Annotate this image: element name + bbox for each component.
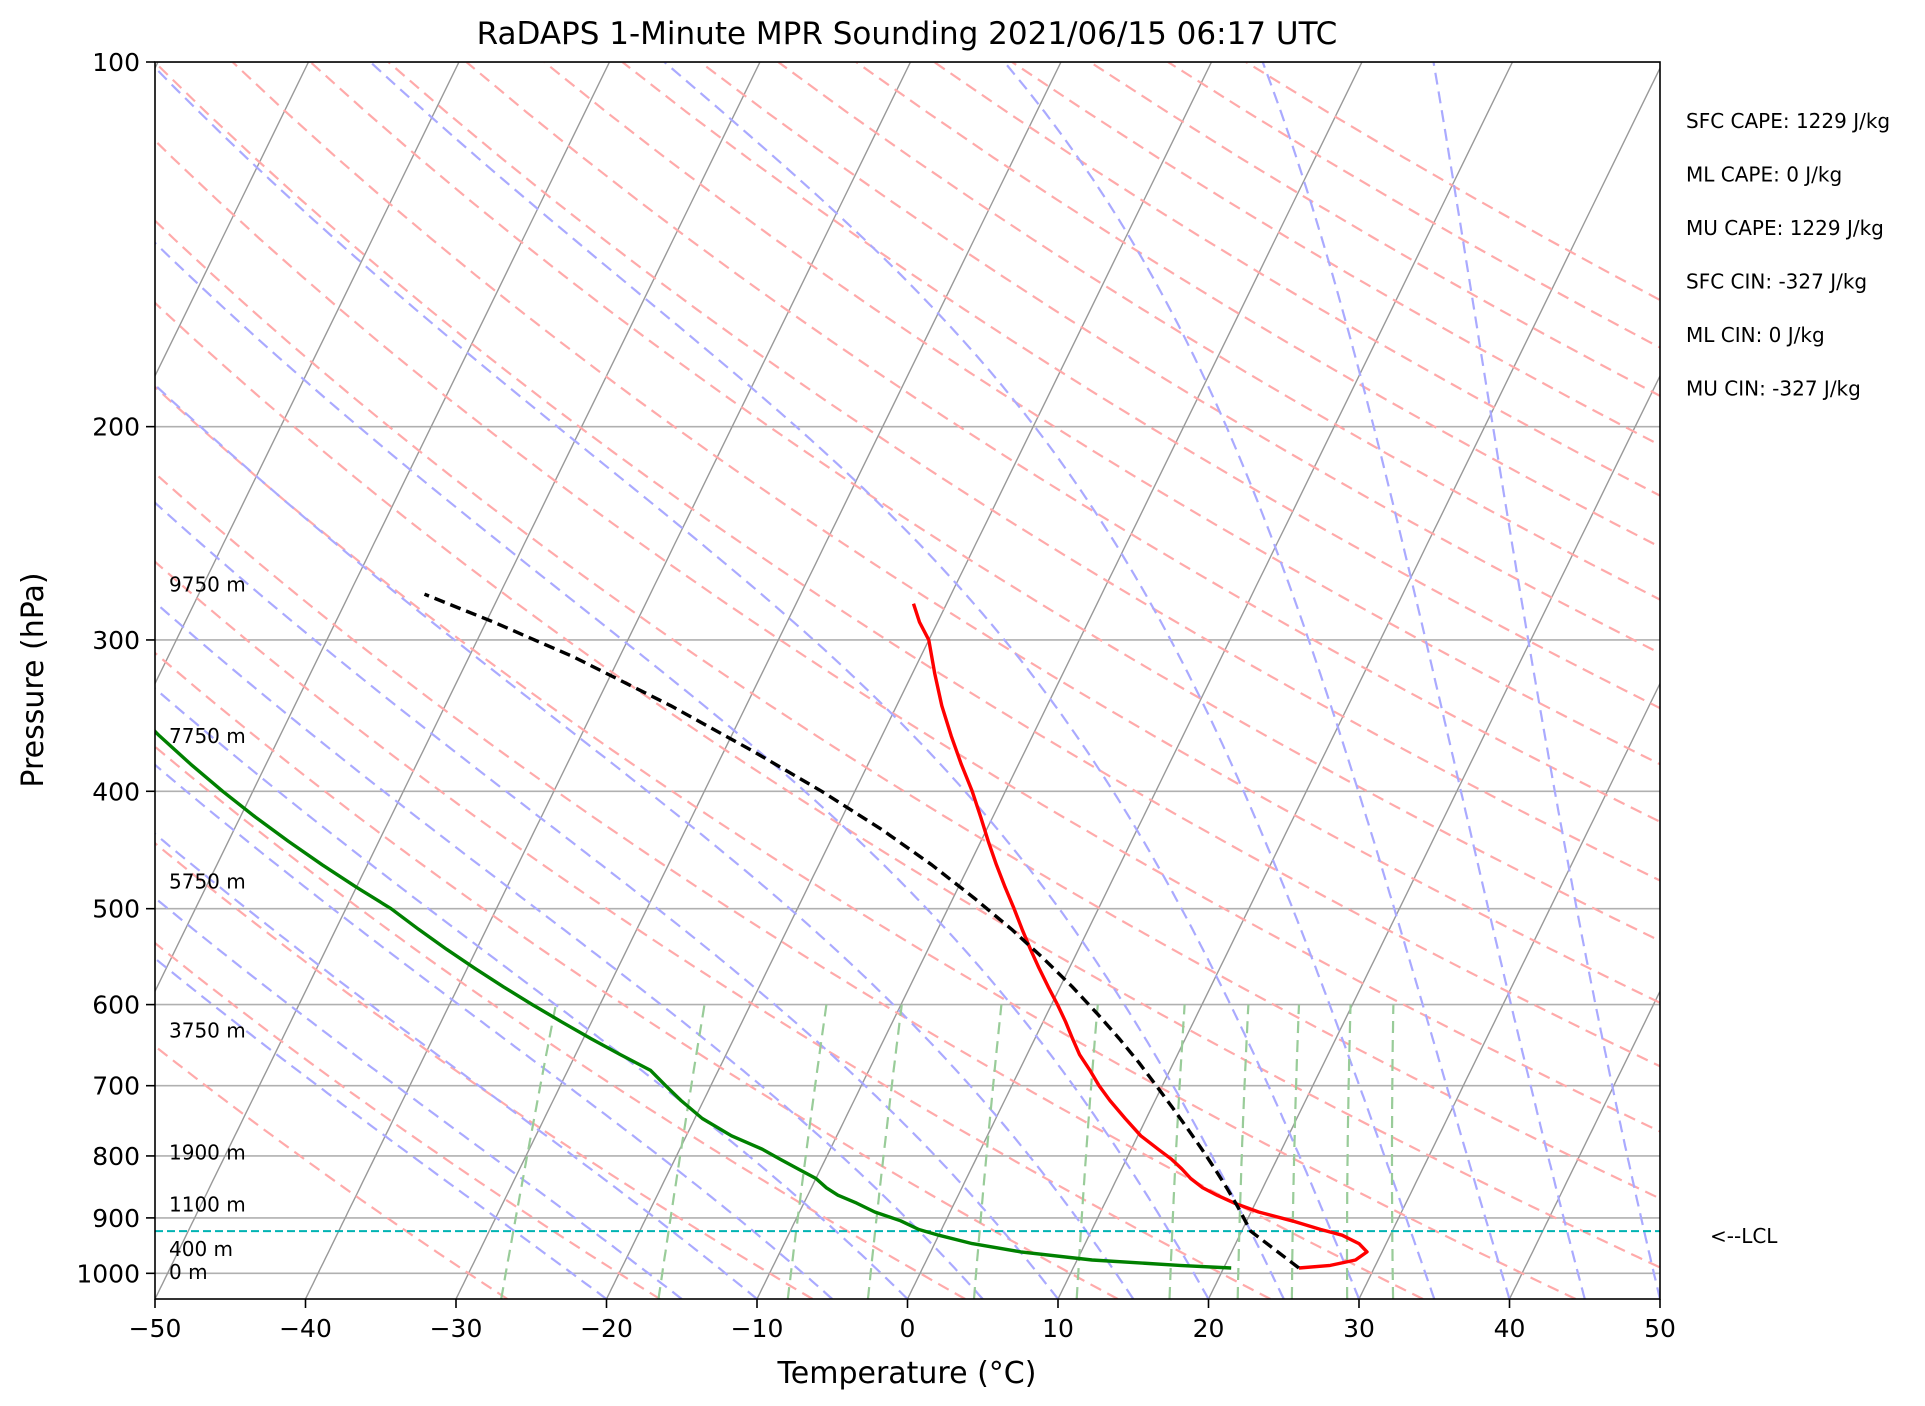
moist-adiabat-line xyxy=(155,383,1135,1299)
x-tick-label: 20 xyxy=(1193,1314,1225,1343)
x-tick-label: 10 xyxy=(1042,1314,1074,1343)
height-label: 400 m xyxy=(169,1237,233,1261)
dry-adiabat-line xyxy=(155,385,1577,1299)
isotherm-line xyxy=(1057,66,1660,1299)
dry-adiabat-line xyxy=(155,1044,508,1299)
x-tick-label: 40 xyxy=(1494,1314,1526,1343)
dry-adiabat-line xyxy=(155,841,814,1299)
dry-adiabat-line xyxy=(543,62,1660,766)
stability-index-text: SFC CAPE: 1229 J/kg xyxy=(1686,109,1890,133)
moist-adiabat-line xyxy=(155,763,834,1299)
mixing-ratio-line xyxy=(786,1004,828,1299)
y-tick-label: 500 xyxy=(92,895,140,924)
y-tick-label: 800 xyxy=(92,1142,140,1171)
isotherm-line xyxy=(155,62,460,686)
moist-adiabat-line xyxy=(155,832,758,1299)
dry-adiabat-line xyxy=(777,62,1660,601)
x-axis-title: Temperature (°C) xyxy=(777,1356,1037,1391)
x-tick-label: −20 xyxy=(580,1314,633,1343)
moist-adiabat-line xyxy=(1432,62,1660,1299)
dry-adiabat-line xyxy=(155,560,1271,1299)
mixing-ratio-line xyxy=(657,1004,706,1299)
height-labels: 9750 m 7750 m 5750 m 3750 m 1900 m 1100 m 400 … xyxy=(169,573,246,1284)
background-reference-lines xyxy=(155,62,1660,1299)
mixing-ratio-line xyxy=(1345,1004,1352,1299)
isotherm-line xyxy=(155,62,611,993)
x-tick-label: −10 xyxy=(731,1314,784,1343)
axis-ticks: −50 −40 −30 −20 −10 0 10 20 30 40 50 100 200 300 400 50… xyxy=(76,48,1676,1343)
moist-adiabat-line xyxy=(369,62,1361,1299)
stability-index-text: ML CIN: 0 J/kg xyxy=(1686,323,1825,347)
isotherm-line xyxy=(1508,989,1660,1299)
stability-index-text: MU CAPE: 1229 J/kg xyxy=(1686,216,1884,240)
dry-adiabat-line xyxy=(155,471,1424,1299)
mixing-ratio-line xyxy=(1168,1004,1186,1299)
stability-index-text: ML CAPE: 0 J/kg xyxy=(1686,163,1842,187)
parcel-profile-line xyxy=(423,592,1300,1270)
moist-adiabat-line xyxy=(1261,62,1586,1299)
height-label: 3750 m xyxy=(169,1018,246,1042)
lcl-label: <--LCL xyxy=(1710,1224,1778,1248)
height-label: 7750 m xyxy=(169,724,246,748)
dewpoint-line xyxy=(155,729,1232,1270)
stability-index-text: SFC CIN: -327 J/kg xyxy=(1686,270,1867,294)
x-tick-label: 50 xyxy=(1644,1314,1676,1343)
height-label: 5750 m xyxy=(169,870,246,894)
mixing-ratio-line xyxy=(866,1004,903,1299)
moist-adiabat-line xyxy=(155,66,1285,1299)
y-tick-label: 400 xyxy=(92,777,140,806)
dry-adiabat-line xyxy=(699,62,1660,655)
moist-adiabat-line xyxy=(663,62,1436,1299)
x-tick-label: 0 xyxy=(900,1314,916,1343)
mixing-ratio-line xyxy=(500,1004,557,1299)
moist-adiabat-line xyxy=(155,600,984,1299)
y-tick-label: 900 xyxy=(92,1204,140,1233)
isotherm-line xyxy=(155,62,761,1299)
chart-title: RaDAPS 1-Minute MPR Sounding 2021/06/15 … xyxy=(477,16,1338,52)
stability-index-text: MU CIN: -327 J/kg xyxy=(1686,377,1861,401)
dry-adiabat-line xyxy=(231,62,1660,1004)
x-tick-label: −40 xyxy=(279,1314,332,1343)
sounding-series xyxy=(155,592,1660,1270)
x-tick-label: −30 xyxy=(430,1314,483,1343)
moist-adiabat-line xyxy=(155,896,683,1299)
isotherm-line xyxy=(906,62,1514,1299)
y-tick-label: 700 xyxy=(92,1072,140,1101)
isotherm-line xyxy=(1207,374,1660,1299)
mixing-ratio-line xyxy=(1390,1004,1395,1299)
moist-adiabat-line xyxy=(155,956,608,1299)
moist-adiabat-line xyxy=(155,687,909,1299)
temperature-line xyxy=(911,603,1369,1270)
lcl-marker: <--LCL xyxy=(1710,1224,1778,1248)
stability-indices: SFC CAPE: 1229 J/kg ML CAPE: 0 J/kg MU CAP… xyxy=(1686,109,1890,401)
isotherm-line xyxy=(455,62,1062,1299)
moist-adiabat-line xyxy=(1003,62,1511,1299)
y-tick-label: 300 xyxy=(92,626,140,655)
height-label: 9750 m xyxy=(169,573,246,597)
height-label: 1100 m xyxy=(169,1192,246,1216)
mixing-ratio-line xyxy=(1290,1004,1301,1299)
dry-adiabat-line xyxy=(155,941,661,1299)
dry-adiabat-line xyxy=(155,651,1119,1299)
y-tick-label: 100 xyxy=(92,48,140,77)
dry-adiabat-line xyxy=(155,62,1660,1068)
dry-adiabat-line xyxy=(309,62,1660,943)
dry-adiabat-line xyxy=(155,139,1660,1133)
x-tick-label: 30 xyxy=(1343,1314,1375,1343)
y-axis-title: Pressure (hPa) xyxy=(16,572,51,787)
y-tick-label: 200 xyxy=(92,413,140,442)
moist-adiabat-line xyxy=(155,501,1059,1299)
dry-adiabat-line xyxy=(387,62,1660,882)
mixing-ratio-line xyxy=(972,1004,1003,1299)
dry-adiabat-line xyxy=(155,219,1660,1200)
x-tick-label: −50 xyxy=(129,1314,182,1343)
dry-adiabat-line xyxy=(155,301,1660,1269)
y-tick-label: 1000 xyxy=(76,1259,140,1288)
mixing-ratio-line xyxy=(1236,1004,1250,1299)
height-label: 1900 m xyxy=(169,1141,246,1165)
moist-adiabat-line xyxy=(155,241,1210,1299)
y-tick-label: 600 xyxy=(92,991,140,1020)
height-label: 0 m xyxy=(169,1260,208,1284)
